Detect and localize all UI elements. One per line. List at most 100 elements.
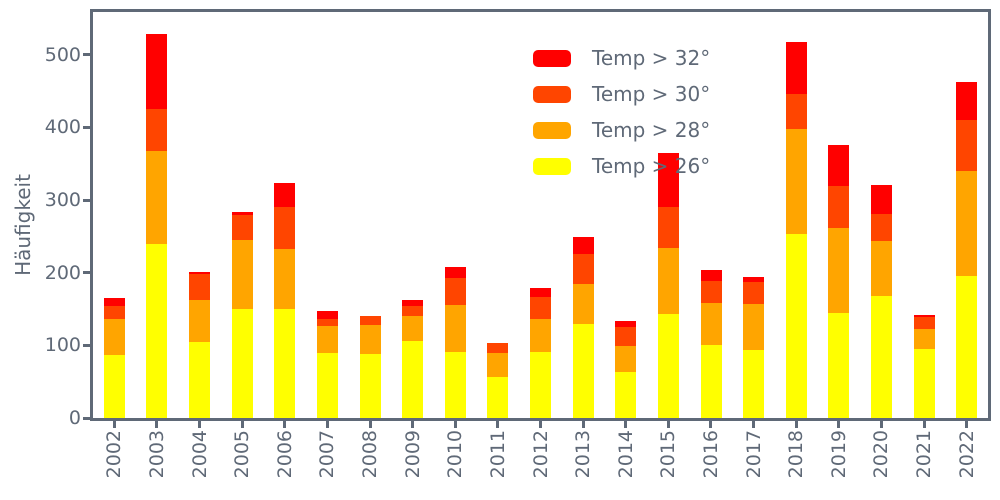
bar-segment-2013-32deg	[572, 237, 594, 254]
y-tick-label-100: 100	[44, 334, 81, 357]
plot-area: Temp > 32° Temp > 30° Temp > 28° Temp > 26°	[90, 9, 991, 421]
bar-segment-2022-30deg	[956, 119, 978, 172]
bar-slot-2010	[434, 12, 477, 418]
bar-segment-2016-26deg	[700, 345, 722, 418]
bar-segment-2007-28deg	[316, 325, 338, 353]
x-tick-mark-2006	[283, 421, 287, 428]
bar-segment-2004-30deg	[189, 274, 211, 301]
bar-segment-2009-26deg	[402, 341, 424, 418]
bar-2005	[231, 211, 253, 418]
bar-slot-2005	[221, 12, 264, 418]
x-tick-mark-2011	[496, 421, 500, 428]
bar-segment-2012-32deg	[530, 288, 552, 297]
bar-segment-2011-28deg	[487, 352, 509, 377]
bar-segment-2004-28deg	[189, 300, 211, 342]
bar-segment-2020-32deg	[871, 184, 893, 214]
x-tick-label-2021: 2021	[913, 430, 936, 479]
bar-2021	[913, 314, 935, 418]
y-tick-mark-300	[83, 198, 90, 202]
bar-segment-2012-28deg	[530, 318, 552, 352]
bar-2011	[487, 343, 509, 418]
x-tick-label-2019: 2019	[827, 430, 850, 479]
bar-2010	[444, 266, 466, 418]
bar-2007	[316, 310, 338, 418]
x-tick-label-2013: 2013	[572, 430, 595, 479]
x-tick-label-2009: 2009	[401, 430, 424, 479]
bar-segment-2015-32deg	[657, 152, 679, 208]
bar-slot-2008	[349, 12, 392, 418]
bar-segment-2021-28deg	[913, 329, 935, 350]
x-tick-mark-2007	[325, 421, 329, 428]
bar-slot-2013	[562, 12, 605, 418]
x-tick-label-2016: 2016	[699, 430, 722, 479]
bar-segment-2014-32deg	[615, 321, 637, 328]
bar-segment-2010-32deg	[444, 266, 466, 278]
bar-segment-2020-30deg	[871, 213, 893, 241]
bars-layer	[93, 12, 988, 418]
bar-2013	[572, 237, 594, 418]
bar-segment-2015-26deg	[657, 314, 679, 418]
y-tick-label-0: 0	[68, 407, 81, 429]
y-tick-mark-200	[83, 271, 90, 275]
x-tick-mark-2009	[411, 421, 415, 428]
legend: Temp > 32° Temp > 30° Temp > 28° Temp > 26°	[533, 46, 710, 190]
x-tick-mark-2002	[112, 421, 116, 428]
x-tick-label-2012: 2012	[529, 430, 552, 479]
bar-segment-2003-28deg	[146, 151, 168, 244]
bar-slot-2012	[519, 12, 562, 418]
bar-2006	[274, 183, 296, 418]
x-tick-label-2002: 2002	[103, 430, 126, 479]
bar-slot-2016	[690, 12, 733, 418]
bar-segment-2006-32deg	[274, 183, 296, 208]
legend-row-1: Temp > 30°	[533, 82, 710, 106]
y-tick-label-200: 200	[44, 261, 81, 284]
bar-slot-2018	[775, 12, 818, 418]
bar-segment-2005-30deg	[231, 214, 253, 241]
bar-segment-2014-28deg	[615, 346, 637, 372]
bar-segment-2019-30deg	[828, 185, 850, 228]
bar-segment-2010-26deg	[444, 351, 466, 418]
bar-segment-2006-28deg	[274, 248, 296, 310]
bar-segment-2003-32deg	[146, 33, 168, 109]
bar-segment-2006-26deg	[274, 309, 296, 418]
x-tick-label-2004: 2004	[188, 430, 211, 479]
x-tick-label-2003: 2003	[145, 430, 168, 479]
x-tick-mark-2004	[198, 421, 202, 428]
bar-2012	[530, 288, 552, 418]
bar-slot-2006	[264, 12, 307, 418]
bar-segment-2022-28deg	[956, 171, 978, 276]
bar-2003	[146, 33, 168, 418]
bar-2017	[743, 277, 765, 418]
bar-segment-2014-30deg	[615, 327, 637, 347]
legend-row-0: Temp > 32°	[533, 46, 710, 70]
bar-segment-2010-30deg	[444, 277, 466, 305]
x-tick-mark-2018	[794, 421, 798, 428]
bar-segment-2002-32deg	[103, 298, 125, 307]
legend-color-patch-1	[533, 85, 571, 103]
bar-segment-2012-30deg	[530, 296, 552, 319]
x-tick-mark-2022	[965, 421, 969, 428]
x-tick-mark-2017	[752, 421, 756, 428]
bar-2009	[402, 300, 424, 418]
bar-slot-2003	[136, 12, 179, 418]
legend-label-2: Temp > 28°	[592, 118, 711, 142]
bar-segment-2022-32deg	[956, 81, 978, 120]
bar-segment-2007-32deg	[316, 310, 338, 320]
legend-color-patch-3	[533, 157, 571, 175]
bar-segment-2015-30deg	[657, 207, 679, 249]
bar-2016	[700, 269, 722, 418]
y-tick-label-400: 400	[44, 116, 81, 139]
bar-segment-2017-30deg	[743, 282, 765, 304]
bar-segment-2017-26deg	[743, 350, 765, 418]
bar-2019	[828, 144, 850, 418]
bar-segment-2005-28deg	[231, 240, 253, 310]
legend-color-patch-2	[533, 121, 571, 139]
y-tick-mark-0	[83, 416, 90, 420]
x-tick-label-2017: 2017	[742, 430, 765, 479]
bar-segment-2021-30deg	[913, 317, 935, 330]
x-tick-label-2022: 2022	[955, 430, 978, 479]
bar-segment-2008-26deg	[359, 354, 381, 418]
bar-slot-2011	[477, 12, 520, 418]
x-tick-label-2006: 2006	[273, 430, 296, 479]
bar-slot-2020	[860, 12, 903, 418]
